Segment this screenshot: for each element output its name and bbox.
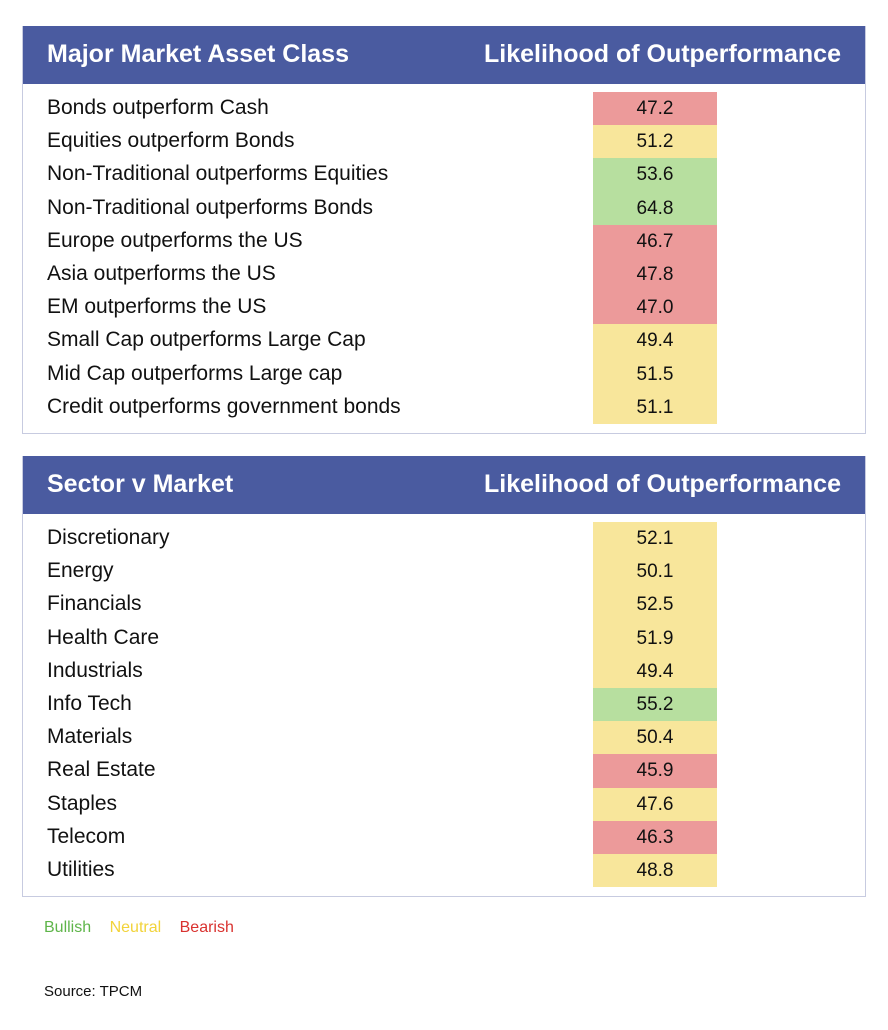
- row-label: Utilities: [47, 857, 115, 881]
- table-row: Staples 47.6: [23, 787, 865, 821]
- table-row: Industrials 49.4: [23, 654, 865, 688]
- likelihood-value-cell: 51.1: [593, 390, 717, 424]
- table-row: Materials 50.4: [23, 721, 865, 755]
- row-label: Energy: [47, 559, 114, 583]
- row-label: Real Estate: [47, 758, 156, 782]
- row-label: Financials: [47, 592, 142, 616]
- likelihood-value-cell: 45.9: [593, 754, 717, 788]
- row-label: Europe outperforms the US: [47, 228, 303, 252]
- likelihood-value-cell: 53.6: [593, 158, 717, 192]
- likelihood-value-cell: 47.8: [593, 257, 717, 292]
- asset-class-rows: Bonds outperform Cash 47.2 Equities outper…: [23, 92, 865, 424]
- row-label: Telecom: [47, 824, 126, 848]
- row-label: Materials: [47, 725, 133, 749]
- table-row: Bonds outperform Cash 47.2: [23, 92, 865, 126]
- likelihood-value-cell: 52.1: [593, 522, 717, 556]
- row-label: Info Tech: [47, 691, 132, 715]
- likelihood-value-cell: 46.3: [593, 820, 717, 854]
- likelihood-value-cell: 47.0: [593, 291, 717, 325]
- table-row: Info Tech 55.2: [23, 687, 865, 722]
- likelihood-value-cell: 52.5: [593, 588, 717, 622]
- likelihood-value-cell: 49.4: [593, 324, 717, 358]
- likelihood-value-cell: 47.6: [593, 787, 717, 821]
- row-label: Discretionary: [47, 526, 170, 549]
- row-label: Equities outperform Bonds: [47, 129, 295, 153]
- asset-class-header-likelihood: Likelihood of Outperformance: [484, 40, 841, 68]
- likelihood-value-cell: 64.8: [593, 191, 717, 225]
- row-label: Non-Traditional outperforms Bonds: [47, 195, 374, 219]
- row-label: Staples: [47, 791, 118, 815]
- likelihood-value-cell: 47.2: [593, 92, 717, 126]
- row-label: Non-Traditional outperforms Equities: [47, 162, 389, 186]
- likelihood-value-cell: 55.2: [593, 687, 717, 722]
- sector-table-header: Sector v Market Likelihood of Outperform…: [23, 456, 865, 514]
- table-row: Energy 50.1: [23, 555, 865, 589]
- table-row: Credit outperforms government bonds 51.1: [23, 390, 865, 424]
- likelihood-value-cell: 51.9: [593, 621, 717, 655]
- legend-bullish: Bullish: [44, 919, 92, 936]
- table-row: Utilities 48.8: [23, 853, 865, 888]
- likelihood-value-cell: 48.8: [593, 853, 717, 888]
- row-label: Small Cap outperforms Large Cap: [47, 328, 366, 352]
- legend-neutral: Neutral: [109, 919, 162, 936]
- table-row: EM outperforms the US 47.0: [23, 291, 865, 325]
- sector-rows: Discretionary 52.1 Energy 50.1 Financials 52.…: [23, 522, 865, 888]
- table-row: Telecom 46.3: [23, 820, 865, 854]
- row-label: Credit outperforms government bonds: [47, 394, 401, 418]
- sector-table: Sector v Market Likelihood of Outperform…: [22, 456, 866, 897]
- table-row: Real Estate 45.9: [23, 754, 865, 788]
- legend-bearish: Bearish: [179, 919, 234, 936]
- asset-class-table: Major Market Asset Class Likelihood of O…: [22, 26, 866, 434]
- likelihood-value-cell: 51.2: [593, 125, 717, 159]
- table-row: Non-Traditional outperforms Bonds 64.8: [23, 191, 865, 225]
- likelihood-value-cell: 50.4: [593, 721, 717, 755]
- table-row: Discretionary 52.1: [23, 522, 865, 556]
- likelihood-value-cell: 46.7: [593, 224, 717, 258]
- asset-class-table-header: Major Market Asset Class Likelihood of O…: [23, 26, 865, 84]
- sector-header-likelihood: Likelihood of Outperformance: [484, 470, 841, 498]
- row-label: Health Care: [47, 625, 160, 649]
- table-row: Europe outperforms the US 46.7: [23, 224, 865, 258]
- likelihood-value-cell: 50.1: [593, 555, 717, 589]
- row-label: EM outperforms the US: [47, 295, 267, 319]
- table-row: Asia outperforms the US 47.8: [23, 257, 865, 292]
- source-note: Source: TPCM: [44, 983, 143, 1000]
- likelihood-value-cell: 49.4: [593, 654, 717, 688]
- row-label: Mid Cap outperforms Large cap: [47, 361, 343, 385]
- table-row: Small Cap outperforms Large Cap 49.4: [23, 324, 865, 358]
- row-label: Bonds outperform Cash: [47, 96, 269, 119]
- asset-class-header-title: Major Market Asset Class: [47, 40, 349, 68]
- table-row: Equities outperform Bonds 51.2: [23, 125, 865, 159]
- likelihood-value-cell: 51.5: [593, 357, 717, 391]
- table-row: Financials 52.5: [23, 588, 865, 622]
- table-row: Mid Cap outperforms Large cap 51.5: [23, 357, 865, 391]
- row-label: Asia outperforms the US: [47, 261, 276, 285]
- sector-header-title: Sector v Market: [47, 470, 234, 498]
- row-label: Industrials: [47, 658, 143, 682]
- table-row: Health Care 51.9: [23, 621, 865, 655]
- table-row: Non-Traditional outperforms Equities 53.6: [23, 158, 865, 192]
- legend: Bullish Neutral Bearish: [44, 919, 248, 937]
